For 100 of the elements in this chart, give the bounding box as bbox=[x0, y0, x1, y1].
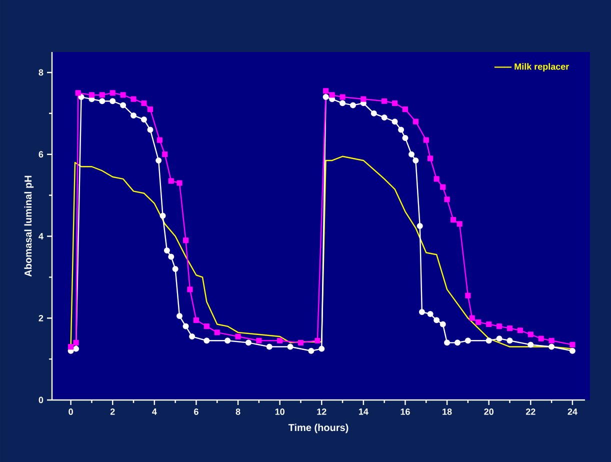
point bbox=[318, 346, 325, 352]
point bbox=[412, 157, 419, 164]
point bbox=[204, 338, 210, 344]
point bbox=[298, 340, 304, 346]
point bbox=[141, 100, 147, 106]
point bbox=[193, 317, 200, 323]
x-tick-label: 6 bbox=[194, 408, 198, 415]
x-tick-label: 22 bbox=[526, 408, 536, 415]
point bbox=[156, 157, 162, 164]
legend-label: Milk replacer bbox=[514, 63, 569, 72]
point bbox=[382, 98, 388, 104]
point bbox=[392, 100, 398, 106]
point bbox=[73, 340, 79, 346]
x-tick-label: 18 bbox=[442, 408, 452, 415]
x-tick-label: 16 bbox=[400, 408, 410, 415]
point bbox=[160, 212, 166, 219]
point bbox=[182, 238, 189, 244]
point bbox=[168, 254, 174, 260]
y-tick-label: 2 bbox=[38, 314, 44, 322]
point bbox=[147, 126, 154, 133]
point bbox=[517, 328, 523, 334]
point bbox=[465, 292, 471, 298]
point bbox=[340, 100, 346, 106]
point bbox=[456, 221, 462, 227]
x-tick-label: 4 bbox=[152, 408, 157, 415]
point bbox=[538, 336, 544, 342]
point bbox=[256, 338, 262, 344]
point bbox=[314, 338, 320, 344]
point bbox=[176, 313, 183, 320]
point bbox=[187, 286, 193, 292]
point bbox=[454, 340, 460, 346]
y-tick-label: 8 bbox=[38, 69, 44, 76]
y-tick-label: 6 bbox=[38, 151, 44, 158]
point bbox=[235, 334, 241, 340]
point bbox=[120, 92, 126, 98]
point bbox=[476, 319, 482, 325]
point bbox=[392, 118, 398, 125]
point bbox=[428, 156, 434, 162]
point bbox=[418, 308, 425, 315]
point bbox=[277, 338, 283, 344]
point bbox=[402, 134, 408, 141]
point bbox=[486, 321, 492, 328]
point bbox=[110, 98, 116, 104]
point bbox=[350, 102, 356, 108]
point bbox=[156, 137, 162, 143]
point bbox=[287, 344, 294, 350]
point bbox=[68, 344, 74, 350]
point bbox=[506, 326, 513, 332]
x-tick-label: 8 bbox=[236, 408, 240, 415]
point bbox=[99, 92, 105, 98]
point bbox=[444, 340, 450, 346]
point bbox=[402, 106, 408, 112]
point bbox=[204, 323, 210, 330]
point bbox=[140, 116, 147, 123]
point bbox=[182, 323, 189, 330]
point bbox=[130, 112, 137, 118]
point bbox=[408, 151, 415, 158]
point bbox=[164, 248, 170, 254]
point bbox=[548, 338, 554, 344]
point bbox=[412, 118, 418, 124]
point bbox=[434, 317, 440, 324]
point bbox=[486, 338, 492, 344]
point bbox=[548, 344, 555, 350]
point bbox=[398, 126, 404, 133]
point bbox=[444, 196, 450, 202]
x-axis-title: Time (hours) bbox=[288, 424, 348, 434]
point bbox=[469, 315, 475, 321]
y-tick-label: 0 bbox=[38, 396, 44, 404]
x-tick-label: 12 bbox=[317, 408, 326, 415]
y-tick-label: 4 bbox=[38, 233, 44, 240]
point bbox=[416, 222, 423, 229]
point bbox=[423, 137, 429, 143]
point bbox=[172, 266, 178, 272]
point bbox=[73, 346, 80, 352]
point bbox=[506, 338, 513, 344]
point bbox=[322, 94, 329, 100]
point bbox=[245, 340, 252, 346]
x-tick-label: 24 bbox=[568, 408, 578, 415]
point bbox=[440, 184, 446, 190]
point bbox=[370, 110, 377, 116]
point bbox=[528, 342, 534, 348]
point bbox=[427, 311, 434, 318]
point bbox=[147, 106, 154, 112]
point bbox=[162, 152, 168, 158]
point bbox=[329, 92, 335, 98]
point bbox=[75, 90, 81, 96]
point bbox=[450, 217, 456, 223]
x-tick-label: 10 bbox=[275, 408, 284, 415]
point bbox=[130, 96, 136, 102]
point bbox=[360, 96, 366, 102]
point bbox=[78, 94, 84, 100]
x-tick-label: 2 bbox=[110, 408, 115, 415]
point bbox=[308, 348, 314, 354]
point bbox=[99, 98, 106, 104]
point bbox=[496, 323, 502, 330]
point bbox=[88, 92, 95, 98]
point bbox=[528, 332, 534, 338]
point bbox=[381, 114, 388, 120]
point bbox=[323, 88, 329, 94]
point bbox=[266, 344, 272, 350]
